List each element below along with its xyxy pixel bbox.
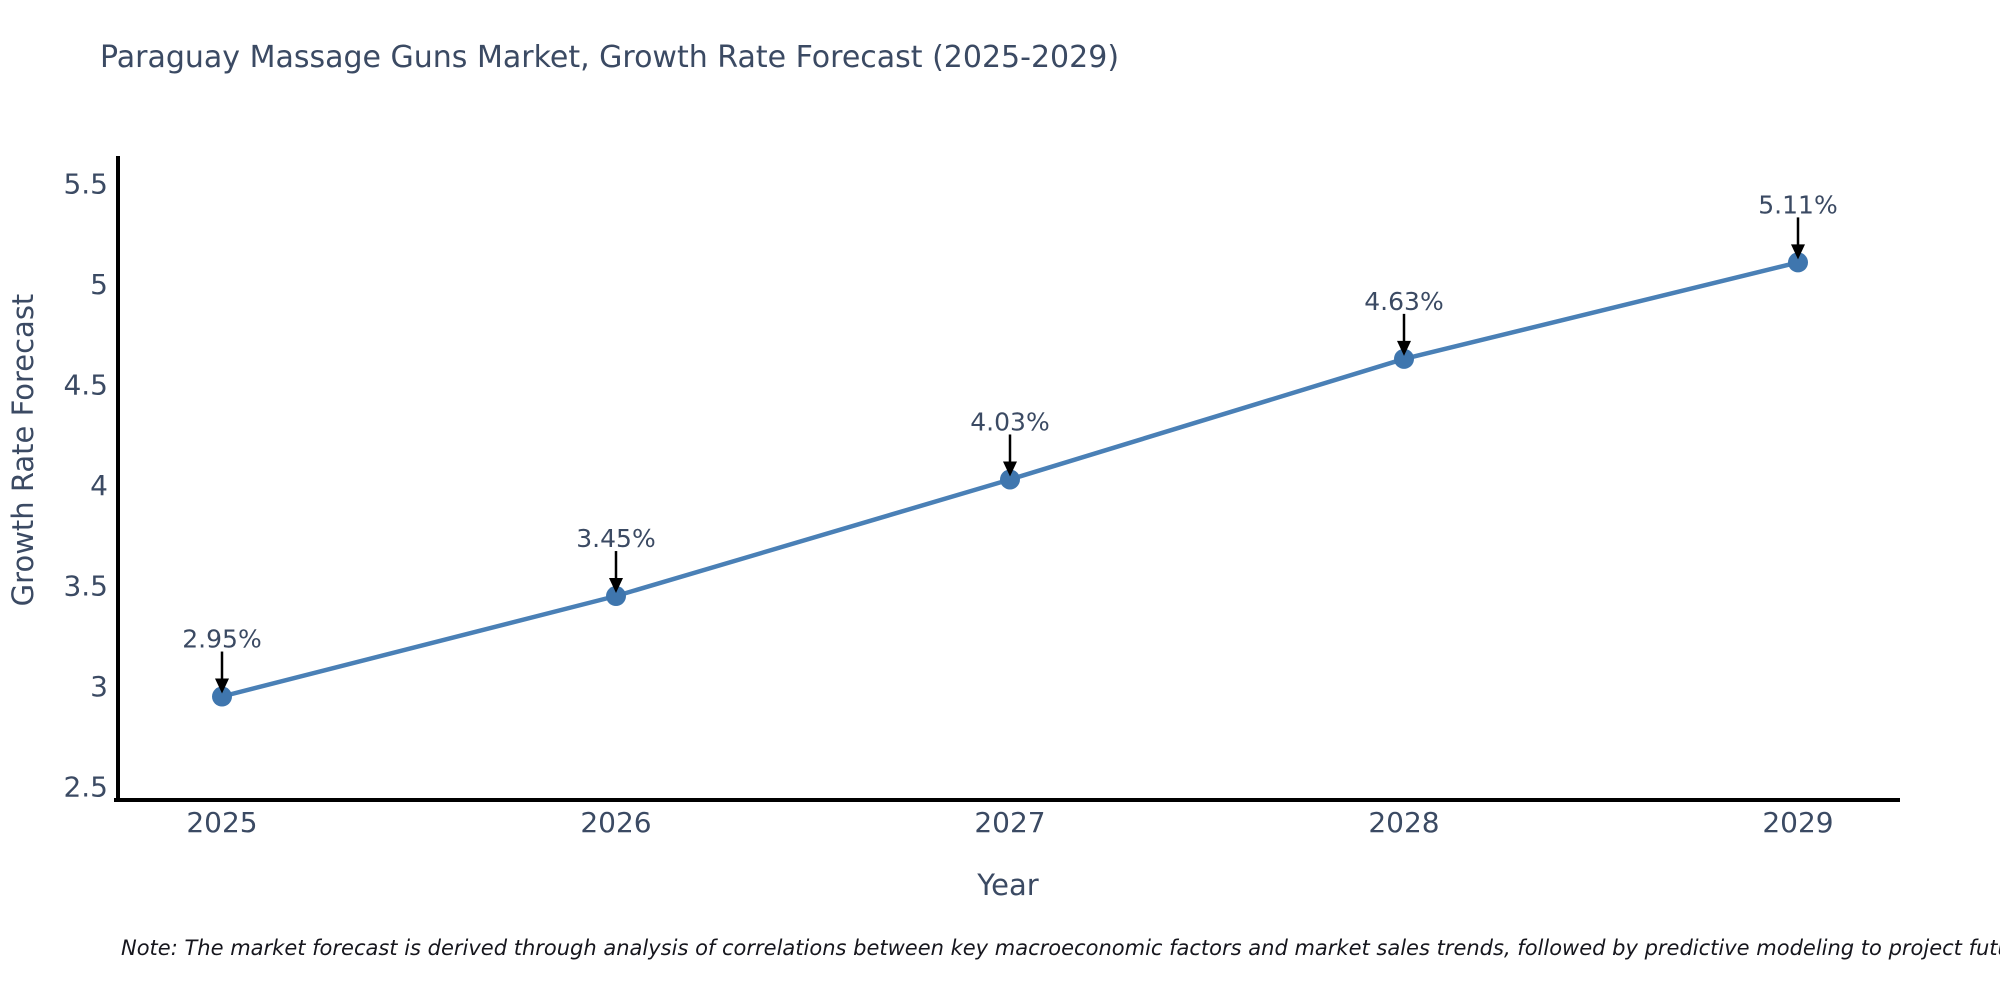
y-tick-label: 4.5 <box>63 369 108 402</box>
y-tick-label: 2.5 <box>63 771 108 804</box>
data-point-marker <box>212 686 232 707</box>
x-tick-label: 2029 <box>1762 806 1833 839</box>
y-tick-label: 3.5 <box>63 570 108 603</box>
annotation-arrowhead-icon <box>609 578 623 594</box>
data-point-label: 4.63% <box>1364 287 1443 316</box>
data-point-marker <box>1000 469 1020 490</box>
data-point-marker <box>1788 252 1808 273</box>
data-point-label: 3.45% <box>576 524 655 553</box>
y-tick-label: 4 <box>90 469 108 502</box>
annotation-arrowhead-icon <box>1003 461 1017 477</box>
chart-title: Paraguay Massage Guns Market, Growth Rat… <box>100 40 1120 75</box>
x-tick-label: 2028 <box>1368 806 1439 839</box>
x-axis-label: Year <box>977 868 1039 902</box>
data-point-label: 2.95% <box>182 625 261 654</box>
x-tick-label: 2025 <box>186 806 257 839</box>
y-tick-label: 5 <box>90 268 108 301</box>
x-tick-label: 2026 <box>580 806 651 839</box>
data-point-marker <box>606 586 626 607</box>
y-tick-label: 5.5 <box>63 168 108 201</box>
y-axis-label: Growth Rate Forecast <box>6 293 40 607</box>
annotation-arrowhead-icon <box>215 678 229 694</box>
data-point-label: 5.11% <box>1758 190 1837 219</box>
data-point-label: 4.03% <box>970 407 1049 436</box>
y-tick-label: 3 <box>90 670 108 703</box>
annotation-arrowhead-icon <box>1791 244 1805 260</box>
footnote: Note: The market forecast is derived thr… <box>121 936 2000 960</box>
x-tick-label: 2027 <box>974 806 1045 839</box>
annotation-arrowhead-icon <box>1397 340 1411 356</box>
data-point-marker <box>1394 348 1414 369</box>
